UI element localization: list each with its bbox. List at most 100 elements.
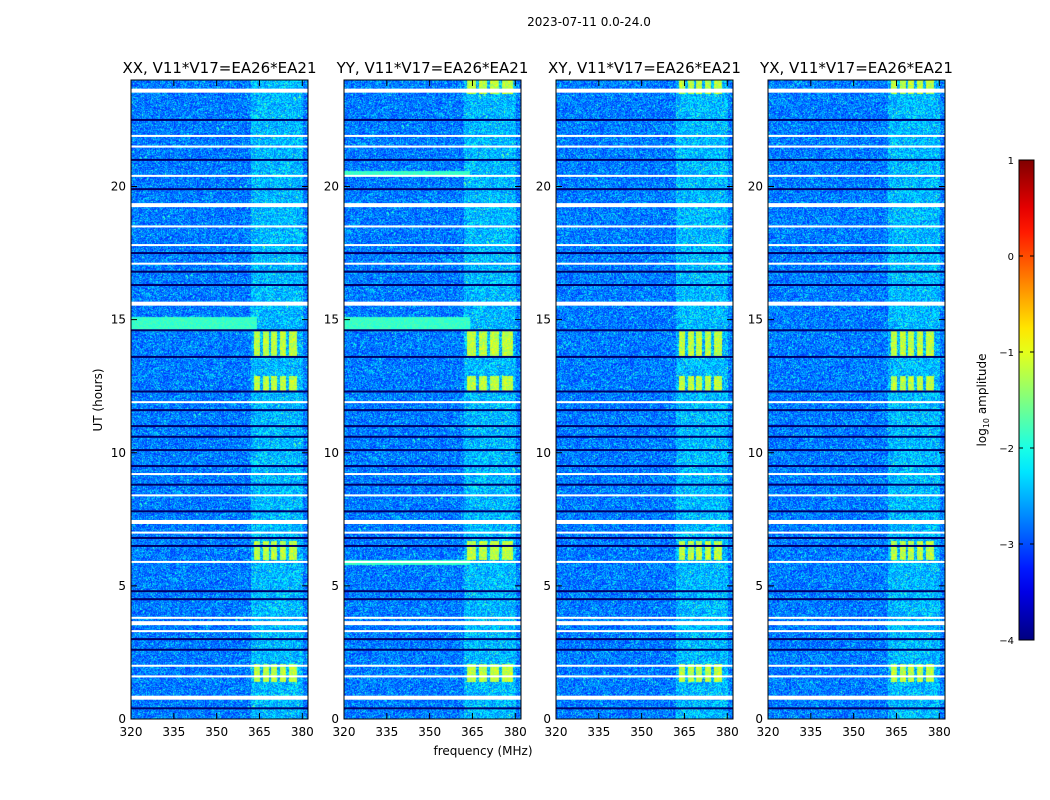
dark-row: [768, 598, 945, 601]
dark-row: [768, 425, 945, 428]
y-tick-label: 0: [543, 712, 551, 726]
colorbar-tick-label: 0: [1008, 252, 1014, 263]
y-tick-label: 5: [755, 579, 763, 593]
colorbar-tick-label: 1: [1008, 156, 1014, 167]
dark-row: [768, 707, 945, 710]
flagged-row: [556, 203, 733, 208]
flagged-row: [131, 675, 308, 678]
flagged-row: [131, 262, 308, 265]
y-tick-label: 15: [324, 313, 339, 327]
dark-row: [344, 355, 521, 358]
flagged-row: [556, 244, 733, 247]
dark-row: [768, 284, 945, 287]
flagged-row: [768, 262, 945, 265]
flagged-row: [344, 134, 521, 137]
dark-row: [131, 707, 308, 710]
x-tick-label: 380: [928, 725, 951, 739]
x-tick-label: 320: [120, 725, 143, 739]
flagged-row: [556, 560, 733, 563]
dark-row: [344, 465, 521, 468]
y-tick-label: 20: [748, 180, 763, 194]
dark-row: [131, 355, 308, 358]
dark-row: [768, 188, 945, 191]
panel-2: YY, V11*V17=EA26*EA21 320 335 350 365 380 0 5 10…: [324, 59, 529, 739]
flagged-row: [556, 473, 733, 476]
flagged-row: [556, 401, 733, 404]
y-tick-label: 15: [748, 313, 763, 327]
dark-row: [344, 252, 521, 255]
flagged-row: [556, 262, 733, 265]
y-tick-label: 5: [331, 579, 339, 593]
figure-suptitle: 2023-07-11 0.0-24.0: [527, 15, 651, 29]
x-tick-label: 350: [418, 725, 441, 739]
dark-row: [556, 270, 733, 273]
dark-row: [344, 483, 521, 486]
flagged-row: [131, 630, 308, 633]
x-tick-label: 320: [333, 725, 356, 739]
panels: XX, V11*V17=EA26*EA21 320 335 350 365 380 0 5 10…: [111, 59, 953, 758]
flagged-row: [768, 301, 945, 306]
x-axis-label: frequency (MHz): [433, 744, 532, 758]
dark-row: [344, 638, 521, 641]
dark-row: [344, 536, 521, 539]
panel-title: XY, V11*V17=EA26*EA21: [548, 59, 741, 77]
flagged-row: [768, 560, 945, 563]
dark-row: [131, 483, 308, 486]
flagged-row: [768, 621, 945, 626]
flagged-row: [344, 630, 521, 633]
dark-row: [344, 425, 521, 428]
x-tick-label: 365: [885, 725, 908, 739]
flagged-row: [768, 695, 945, 700]
dark-row: [768, 638, 945, 641]
y-tick-label: 20: [111, 180, 126, 194]
dark-row: [768, 355, 945, 358]
dark-row: [556, 510, 733, 513]
dark-row: [556, 598, 733, 601]
flagged-row: [344, 616, 521, 619]
y-tick-label: 0: [118, 712, 126, 726]
y-axis-label: UT (hours): [91, 368, 105, 431]
x-tick-label: 365: [461, 725, 484, 739]
flagged-row: [768, 174, 945, 177]
dark-row: [556, 648, 733, 651]
dark-row: [131, 648, 308, 651]
flagged-row: [131, 519, 308, 524]
dark-row: [556, 483, 733, 486]
dark-row: [131, 598, 308, 601]
colorbar-tick-label: −1: [999, 348, 1014, 359]
panel-4: YX, V11*V17=EA26*EA21 320 335 350 365 380 0 5 10…: [748, 59, 953, 739]
dark-row: [768, 435, 945, 438]
dark-row: [556, 638, 733, 641]
dark-row: [131, 329, 308, 332]
flagged-row: [344, 494, 521, 497]
flagged-row: [131, 401, 308, 404]
flagged-row: [131, 560, 308, 563]
flagged-row: [131, 301, 308, 306]
panel-3: XY, V11*V17=EA26*EA21 320 335 350 365 380 0 5 10…: [433, 59, 740, 758]
flagged-row: [556, 664, 733, 667]
dark-row: [131, 544, 308, 547]
x-tick-label: 350: [842, 725, 865, 739]
dark-row: [344, 510, 521, 513]
colorbar-tick-label: −4: [999, 636, 1014, 647]
dark-row: [556, 158, 733, 161]
colorbar-gradient: [1018, 159, 1035, 641]
dark-row: [768, 270, 945, 273]
flagged-row: [556, 174, 733, 177]
heatmap-image: [344, 80, 521, 719]
flagged-row: [131, 244, 308, 247]
flagged-row: [556, 145, 733, 148]
flagged-row: [344, 145, 521, 148]
panel-frame: [555, 79, 734, 720]
dark-row: [131, 270, 308, 273]
flagged-row: [344, 225, 521, 228]
flagged-row: [344, 203, 521, 208]
flagged-row: [768, 134, 945, 137]
dark-row: [768, 252, 945, 255]
dark-row: [344, 648, 521, 651]
flagged-row: [131, 225, 308, 228]
flagged-row: [556, 519, 733, 524]
x-tick-label: 335: [375, 725, 398, 739]
flagged-row: [768, 401, 945, 404]
